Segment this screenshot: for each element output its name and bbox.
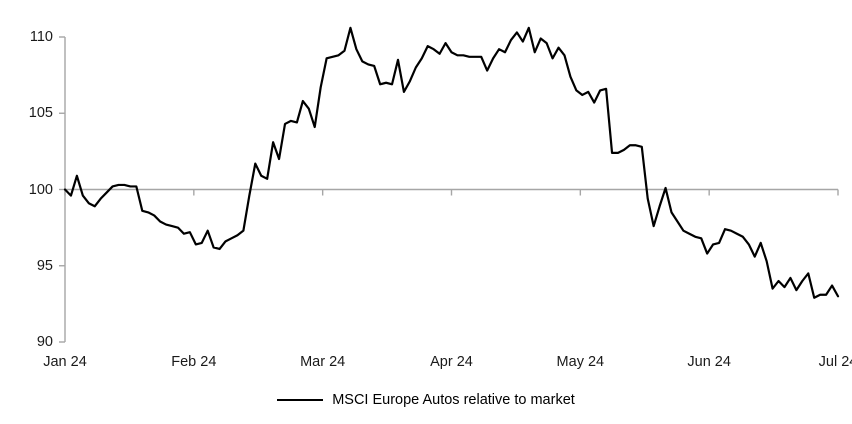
chart-legend: MSCI Europe Autos relative to market <box>0 392 852 408</box>
y-axis-tick-label: 95 <box>36 257 53 274</box>
x-axis-tick-label: Jun 24 <box>687 354 731 370</box>
y-axis-tick-label: 105 <box>28 105 53 122</box>
legend-label: MSCI Europe Autos relative to market <box>332 392 575 408</box>
data-series-line-0 <box>63 26 840 299</box>
x-axis-tick-label: May 24 <box>556 354 605 370</box>
legend-line-swatch <box>277 399 324 401</box>
x-axis-tick-label: Jul 24 <box>818 354 852 370</box>
x-axis-tick-label: Jan 24 <box>43 354 87 370</box>
y-axis-tick-label: 100 <box>28 181 53 198</box>
x-axis-tick-label: Mar 24 <box>300 354 346 370</box>
y-axis-tick-label: 110 <box>29 29 53 45</box>
series-layer <box>63 26 840 299</box>
x-axis-tick-label: Feb 24 <box>171 354 217 370</box>
x-axis-tick-label: Apr 24 <box>430 354 473 370</box>
y-axis-tick-label: 90 <box>36 334 53 350</box>
